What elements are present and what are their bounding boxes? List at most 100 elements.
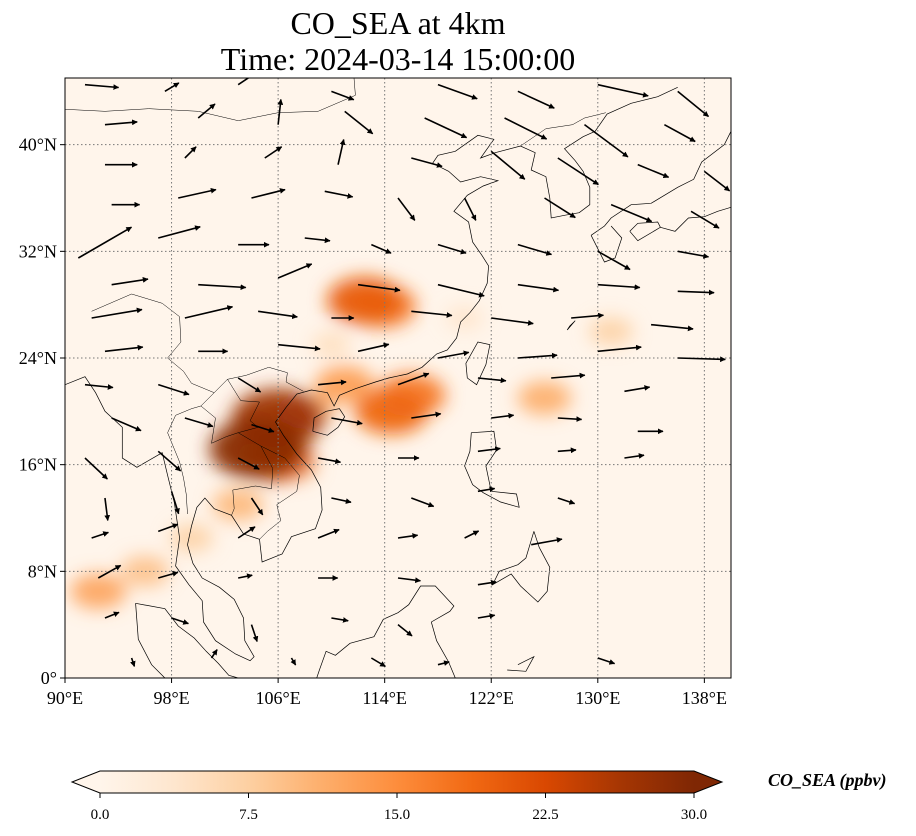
- country-border: [167, 405, 201, 515]
- wind-arrow: [91, 307, 143, 319]
- wind-arrow: [557, 157, 599, 186]
- wind-arrow: [251, 188, 286, 199]
- wind-arrow: [357, 342, 390, 353]
- wind-arrow: [477, 486, 496, 493]
- wind-arrow: [77, 226, 132, 259]
- wind-arrow: [130, 657, 136, 667]
- wind-arrow: [477, 446, 501, 453]
- wind-arrow: [357, 283, 401, 293]
- wind-arrow: [104, 497, 111, 521]
- wind-arrow: [637, 163, 670, 179]
- colorbar-tick-label: 22.5: [532, 807, 558, 823]
- wind-arrow: [463, 197, 477, 221]
- wind-arrow: [237, 377, 262, 393]
- wind-arrow: [91, 531, 109, 539]
- wind-arrow: [517, 283, 560, 293]
- wind-arrow: [304, 237, 331, 244]
- wind-arrow: [197, 103, 216, 119]
- wind-arrow: [157, 383, 190, 396]
- co-plume: [70, 573, 127, 610]
- wind-arrow: [504, 117, 548, 140]
- wind-arrow: [571, 312, 604, 319]
- map-title: CO_SEA at 4km: [290, 5, 506, 41]
- wind-arrow: [517, 243, 553, 256]
- coastline: [660, 206, 731, 232]
- country-border: [411, 78, 412, 79]
- wind-arrow: [464, 530, 480, 539]
- wind-arrow: [331, 417, 363, 426]
- co-plume: [354, 388, 428, 435]
- wind-arrow: [277, 98, 284, 125]
- wind-arrow: [331, 617, 349, 623]
- wind-arrow: [290, 657, 297, 666]
- wind-arrow: [317, 528, 340, 539]
- coastline: [430, 621, 456, 678]
- wind-arrow: [397, 577, 421, 584]
- wind-arrow: [544, 197, 576, 219]
- co-plume-layer: [70, 276, 634, 610]
- wind-arrow: [517, 90, 555, 109]
- wind-arrow: [703, 170, 731, 192]
- lat-tick-label: 24°N: [19, 348, 57, 368]
- wind-arrow: [324, 190, 354, 199]
- wind-arrow: [424, 117, 468, 139]
- wind-arrow: [397, 197, 416, 221]
- wind-arrow: [277, 263, 313, 279]
- wind-arrow: [551, 372, 586, 379]
- wind-arrow: [157, 450, 182, 472]
- wind-arrow: [477, 579, 497, 586]
- wind-arrow: [397, 533, 419, 539]
- wind-arrow: [397, 624, 413, 637]
- wind-arrow: [664, 123, 696, 143]
- wind-arrow: [477, 377, 507, 384]
- wind-arrow: [237, 457, 260, 470]
- wind-vector-layer: [77, 78, 731, 668]
- wind-arrow: [111, 277, 149, 286]
- wind-arrow: [104, 119, 138, 126]
- lon-tick-label: 90°E: [47, 688, 83, 708]
- wind-arrow: [237, 78, 256, 86]
- wind-arrow: [331, 90, 355, 101]
- wind-arrow: [411, 157, 443, 168]
- wind-arrow: [184, 417, 214, 428]
- lon-tick-label: 98°E: [153, 688, 189, 708]
- colorbar-tick-label: 7.5: [239, 807, 258, 823]
- wind-arrow: [557, 497, 576, 505]
- lat-tick-label: 0°: [41, 668, 57, 688]
- wind-arrow: [677, 90, 710, 118]
- co-plume: [169, 524, 214, 552]
- wind-arrow: [491, 317, 534, 326]
- country-border: [227, 379, 260, 433]
- coastline: [316, 585, 455, 678]
- lon-tick-label: 138°E: [682, 688, 727, 708]
- country-border: [65, 78, 356, 121]
- wind-arrow: [178, 187, 217, 199]
- wind-arrow: [531, 537, 563, 546]
- wind-arrow: [157, 523, 179, 533]
- wind-arrow: [411, 310, 453, 318]
- wind-arrow: [650, 323, 694, 332]
- wind-arrow: [597, 657, 616, 665]
- lon-axis: 90°E 98°E 106°E 114°E 122°E 130°E 138°E: [47, 678, 727, 708]
- wind-arrow: [97, 564, 122, 579]
- coastline: [135, 602, 239, 678]
- co-plume: [120, 555, 170, 587]
- wind-arrow: [677, 289, 715, 296]
- wind-arrow: [411, 411, 442, 419]
- wind-arrow: [250, 624, 259, 643]
- wind-arrow: [278, 343, 321, 352]
- lat-axis: 0° 8°N 16°N 24°N 32°N 40°N: [19, 135, 65, 688]
- lat-tick-label: 8°N: [28, 561, 57, 581]
- wind-arrow: [437, 660, 450, 666]
- wind-arrow: [677, 356, 726, 363]
- co-plume: [589, 317, 634, 346]
- wind-arrow: [337, 138, 346, 165]
- wind-arrow: [331, 497, 352, 504]
- wind-arrow: [317, 457, 342, 465]
- coastline: [590, 131, 731, 236]
- wind-arrow: [84, 383, 114, 390]
- map-plot-area: [65, 78, 731, 678]
- coastline: [312, 408, 346, 436]
- wind-arrow: [198, 283, 247, 291]
- wind-arrow: [437, 83, 478, 100]
